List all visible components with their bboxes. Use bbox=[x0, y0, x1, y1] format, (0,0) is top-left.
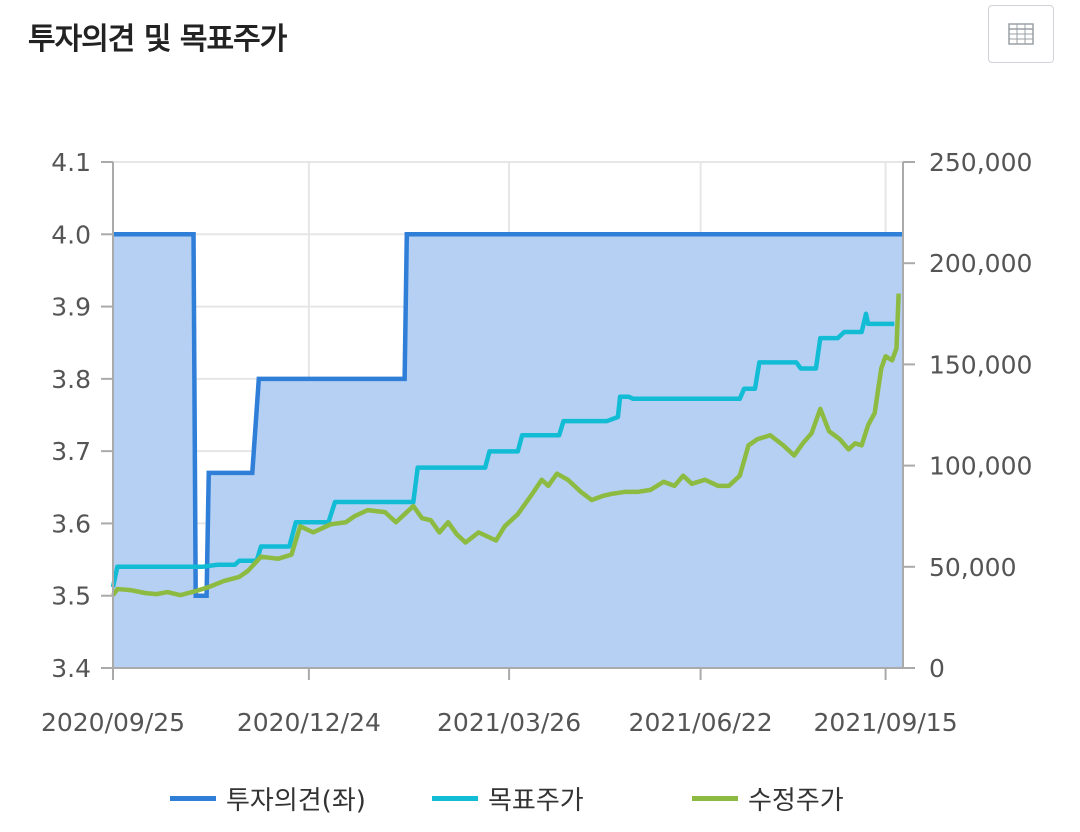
left-tick-label: 3.6 bbox=[51, 509, 91, 538]
left-tick-label: 3.9 bbox=[51, 293, 91, 322]
chart-title: 투자의견 및 목표주가 bbox=[28, 22, 287, 57]
legend-item-target[interactable]: 목표주가 bbox=[432, 780, 584, 816]
table-view-button[interactable] bbox=[988, 5, 1054, 63]
legend-item-price[interactable]: 수정주가 bbox=[692, 780, 844, 816]
legend-label-opinion: 투자의견(좌) bbox=[226, 785, 366, 816]
left-tick-label: 4.0 bbox=[51, 220, 91, 249]
right-tick-label: 100,000 bbox=[929, 452, 1032, 481]
left-tick-label: 3.5 bbox=[51, 582, 91, 611]
left-tick-label: 3.8 bbox=[51, 365, 91, 394]
legend-swatch-price bbox=[692, 795, 738, 801]
right-tick-label: 150,000 bbox=[929, 350, 1032, 379]
right-tick-label: 200,000 bbox=[929, 249, 1032, 278]
right-tick-label: 50,000 bbox=[929, 553, 1016, 582]
chart-area: 3.4 3.5 3.6 3.7 3.8 3.9 4.0 4.1 0 50,000 100,000 15… bbox=[41, 148, 1032, 737]
right-tick-label: 0 bbox=[929, 654, 945, 683]
x-tick-label: 2021/03/26 bbox=[437, 708, 581, 737]
left-tick-label: 3.4 bbox=[51, 654, 91, 683]
legend-label-price: 수정주가 bbox=[748, 785, 844, 816]
opinion-line bbox=[113, 232, 903, 598]
left-tick-label: 4.1 bbox=[51, 148, 91, 177]
legend-swatch-target bbox=[432, 795, 478, 801]
x-tick-label: 2020/12/24 bbox=[237, 708, 381, 737]
x-tick-label: 2021/09/15 bbox=[814, 708, 958, 737]
legend-swatch-opinion bbox=[170, 795, 216, 801]
x-tick-label: 2021/06/22 bbox=[629, 708, 773, 737]
left-tick-label: 3.7 bbox=[51, 437, 91, 466]
right-tick-label: 250,000 bbox=[929, 148, 1032, 177]
legend-label-target: 목표주가 bbox=[488, 785, 584, 816]
adjusted-price-line bbox=[111, 293, 901, 598]
legend: 투자의견(좌) 목표주가 수정주가 bbox=[0, 780, 1080, 816]
table-grid-icon bbox=[1008, 23, 1034, 45]
x-tick-label: 2020/09/25 bbox=[41, 708, 185, 737]
legend-item-opinion[interactable]: 투자의견(좌) bbox=[170, 780, 366, 816]
target-price-line bbox=[110, 311, 895, 588]
